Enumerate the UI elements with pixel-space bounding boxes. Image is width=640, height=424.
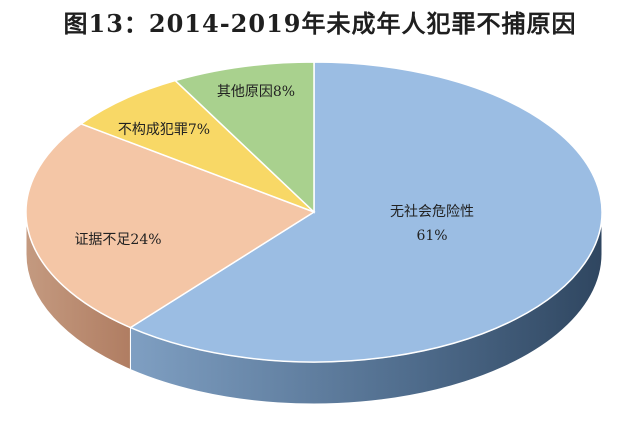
slice-other-reasons — [173, 61, 315, 214]
slice-insufficient-evidence-label: 证据不足24% — [74, 232, 161, 248]
chart-title: 图13：2014-2019年未成年人犯罪不捕原因 — [63, 9, 577, 38]
slice-no-social-danger — [128, 61, 603, 363]
slice-no-social-danger-value-label: 61% — [416, 228, 447, 244]
slice-insufficient-evidence — [25, 122, 316, 329]
slice-no-social-danger-label: 无社会危险性 — [390, 204, 474, 220]
slice-not-crime-label: 不构成犯罪7% — [118, 122, 210, 138]
slice-not-crime — [79, 79, 315, 213]
slice-other-reasons-label: 其他原因8% — [217, 84, 295, 100]
